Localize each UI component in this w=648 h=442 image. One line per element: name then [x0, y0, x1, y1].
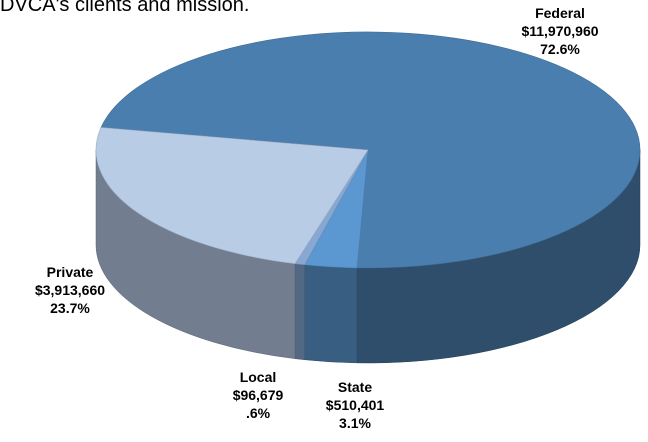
percent-label: 72.6%	[540, 41, 580, 57]
slice-name: Federal	[535, 5, 585, 21]
percent-label: 3.1%	[339, 415, 371, 431]
value-label: $96,679	[233, 387, 284, 403]
slice-side	[294, 263, 305, 361]
percent-label: .6%	[246, 405, 271, 421]
value-label: $3,913,660	[35, 282, 105, 298]
value-label: $11,970,960	[521, 23, 598, 39]
value-label: $510,401	[326, 397, 385, 413]
slice-side	[304, 264, 358, 364]
slice	[100, 31, 641, 269]
chart-title: DVCA's clients and mission.	[0, 0, 249, 16]
slice-name: State	[338, 379, 372, 395]
slice-name: Local	[240, 369, 277, 385]
slice	[95, 127, 369, 264]
percent-label: 23.7%	[50, 300, 90, 316]
slice-name: Private	[47, 264, 94, 280]
